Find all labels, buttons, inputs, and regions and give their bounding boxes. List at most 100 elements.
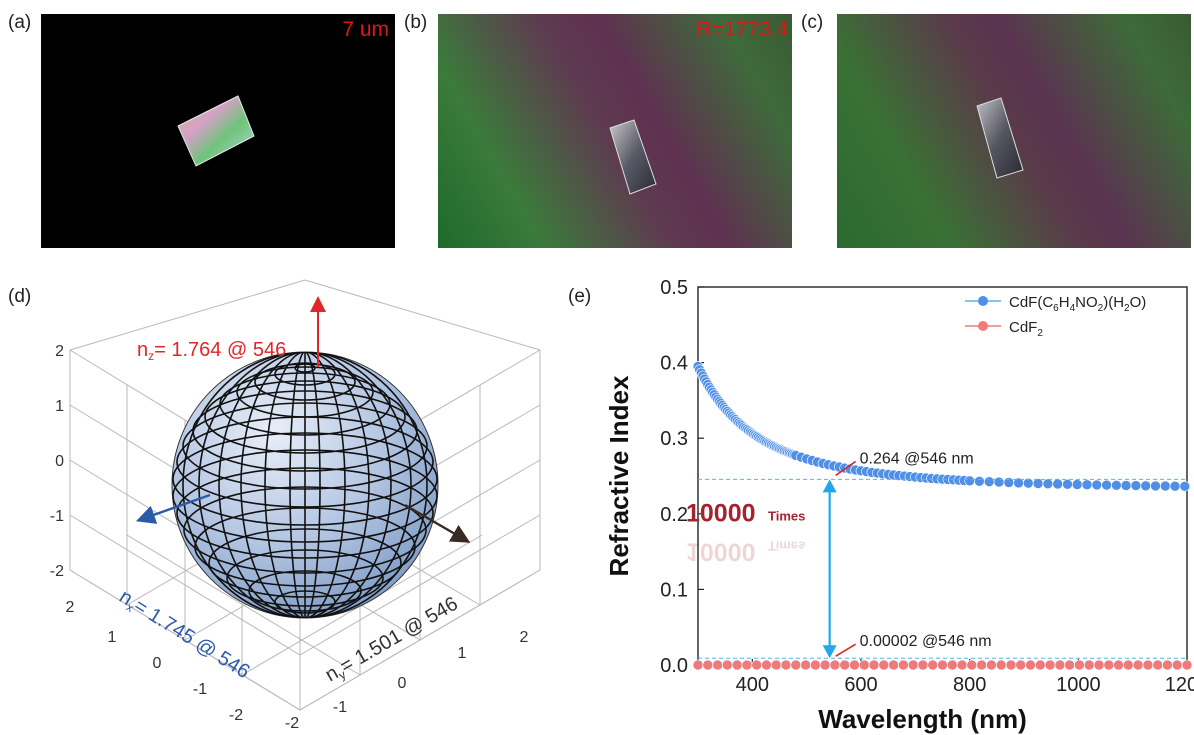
scale-bar-text: 7 um [342,18,389,41]
crystal-a-image [177,95,255,167]
series-cdf-point [1101,479,1112,491]
annotation-upper: 0.264 @546 nm [860,450,974,467]
series-cdf2-point [819,659,831,671]
series-cdf2-point [888,659,899,671]
series-cdf2-point [692,659,704,671]
crystal-b-image [609,119,657,195]
series-cdf-point [1032,478,1044,489]
series-cdf2-point [810,659,821,671]
micrograph-c [837,14,1191,248]
panel-a-label: (a) [8,12,32,33]
x-tick: 1 [108,629,117,646]
series-cdf-point [974,476,985,487]
micrograph-b: R=1773.4 [438,14,792,248]
series-cdf2-point [878,659,890,671]
series-cdf2-point [1181,659,1193,671]
refractive-index-chart: 0.0 0.1 0.2 0.3 0.4 0.5 400 600 800 1000 1200 Wavel… [604,277,1194,734]
series-cdf-point [1130,480,1142,491]
z-tick: -1 [50,508,64,525]
z-tick: 1 [55,398,64,415]
series-cdf2-point [761,659,772,671]
z-tick: 2 [55,343,64,360]
nz-label-value: = 1.764 @ 546 [154,339,286,361]
y-tick-label: 0.5 [660,277,688,299]
series-cdf2-point [829,659,841,671]
series-cdf2-point [800,659,811,671]
annotation-lower: 0.00002 @546 nm [860,633,992,650]
nz-label: nz= 1.764 @ 546 [137,339,286,363]
series-cdf-point [1140,480,1152,492]
series-cdf2-point [976,659,987,671]
legend-swatch-cdf-marker [978,296,988,306]
z-tick: 0 [55,453,64,470]
series-cdf-point [993,476,1005,488]
series-cdf-point [1052,478,1064,490]
series-cdf2-point [770,659,782,671]
times-number: 10000 [686,499,756,527]
series-cdf2-point [986,659,997,671]
x-tick: -2 [229,707,243,724]
series-cdf2-point [712,659,723,671]
nx-label-value: = 1.745 @ 546 [130,595,254,684]
z-axis-ticks: 2 1 0 -1 -2 [50,343,64,580]
series-cdf2-point [751,659,762,671]
series-cdf-point [964,475,976,487]
ratio-arrow-head-down [822,645,837,659]
series-cdf-point [1169,480,1181,492]
series-cdf2-point [790,659,802,671]
x-axis-ticks: 2 1 0 -1 -2 [66,599,244,724]
series-cdf2-point [1142,659,1154,671]
series-cdf-point [1091,479,1103,491]
series-cdf-point [1042,478,1054,490]
panel-c-label: (c) [801,12,824,33]
series-cdf2-point [898,659,909,671]
series-cdf2-point [966,659,978,671]
series-cdf2-point [858,659,870,671]
y-axis-title: Refractive Index [604,375,634,576]
y-tick: 1 [458,645,467,662]
panel-d-label: (d) [8,286,32,307]
series-cdf2-point [917,659,929,671]
series-cdf2-point [1113,659,1124,671]
series-cdf2-point [1152,659,1164,671]
series-cdf-point [1062,479,1073,490]
legend-swatch-cdf2-marker [978,321,988,331]
index-sphere [171,351,439,619]
y-tick-label: 0.2 [660,504,688,526]
z-tick: -2 [50,563,64,580]
series-cdf2-point [839,659,850,671]
series-cdf-point [1179,481,1191,492]
series-cdf-point [1120,480,1132,491]
times-suffix-reflection: Times [768,538,805,553]
series-cdf2-point [1162,659,1173,671]
y-tick-label: 0.3 [660,428,688,450]
x-tick-label: 1200 [1165,674,1194,696]
series-cdf-point [1111,480,1122,491]
annotation-pointer-upper [835,460,857,477]
series-cdf2-point [956,659,968,671]
x-tick: 2 [66,599,75,616]
resolution-text: R=1773.4 [696,18,788,41]
x-tick-label: 400 [736,674,769,696]
index-ellipsoid-plot: nz= 1.764 @ 546 nx= 1.745 @ 546 ny= 1.50… [50,279,541,732]
series-cdf2-point [1044,659,1056,671]
series-cdf2-point [722,659,733,671]
series-cdf-point [1159,480,1171,492]
series-cdf-point [1150,480,1161,492]
x-axis-title: Wavelength (nm) [818,704,1026,734]
series-cdf2-point [1093,659,1105,671]
series-cdf2-point [731,659,743,671]
y-tick-label: 0.4 [660,353,688,375]
y-tick-label: 0.1 [660,579,688,601]
times-number-reflection: 10000 [686,537,756,565]
series-cdf2-point [1074,659,1085,671]
y-tick: 0 [398,675,407,692]
series-cdf2-point [741,659,753,671]
nz-label-sub: z [148,349,154,363]
panel-e-label: (e) [568,286,592,307]
series-cdf2-point [907,659,919,671]
y-tick: -2 [285,715,299,732]
series-cdf2-point [1132,659,1144,671]
panel-b-label: (b) [404,12,428,33]
y-tick-label: 0.0 [660,655,688,677]
